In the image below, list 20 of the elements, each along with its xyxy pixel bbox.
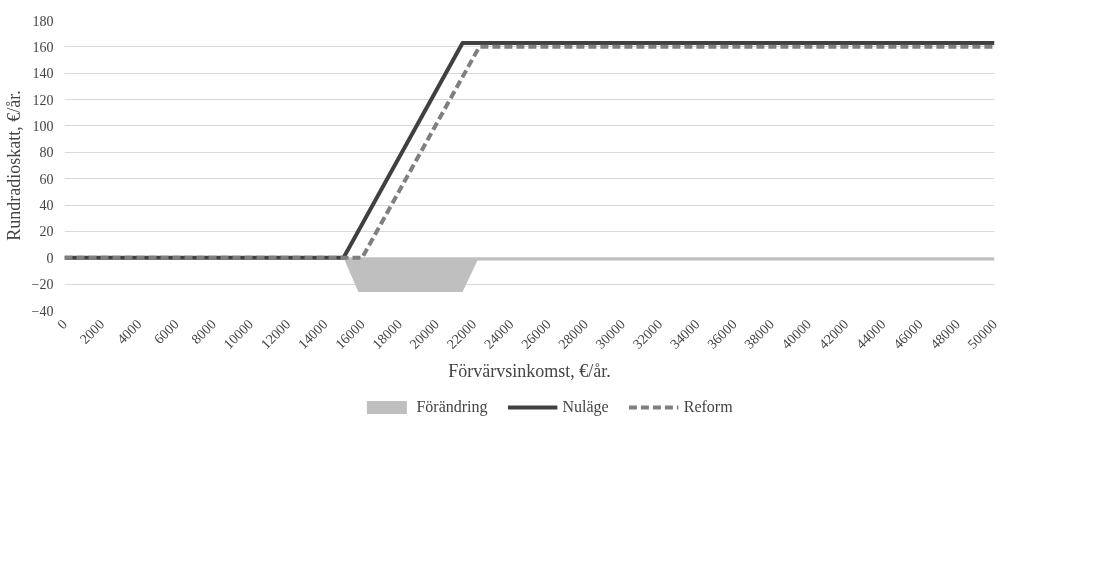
y-tick-label: −20 xyxy=(31,277,54,293)
y-tick-label: 100 xyxy=(32,118,54,134)
x-axis-title: Förvärvsinkomst, €/år. xyxy=(448,361,611,382)
legend-label: Nuläge xyxy=(562,397,609,416)
x-tick-label: 6000 xyxy=(151,316,182,347)
y-tick-label: 120 xyxy=(32,92,54,108)
y-tick-label: 40 xyxy=(39,198,54,214)
legend-label: Förändring xyxy=(416,397,488,416)
y-tick-label: −40 xyxy=(31,303,54,319)
legend-label: Reform xyxy=(683,397,733,416)
y-tick-label: 60 xyxy=(39,171,54,187)
y-tick-label: 160 xyxy=(32,39,54,55)
x-tick-label: 0 xyxy=(54,316,71,333)
y-tick-label: 0 xyxy=(46,250,54,266)
y-tick-label: 140 xyxy=(32,66,54,82)
y-tick-label: 80 xyxy=(39,145,54,161)
y-tick-label: 20 xyxy=(39,224,54,240)
y-axis-title: Rundradioskatt, €/år. xyxy=(3,90,24,241)
x-tick-label: 4000 xyxy=(114,316,145,347)
y-tick-label: 180 xyxy=(32,13,54,29)
